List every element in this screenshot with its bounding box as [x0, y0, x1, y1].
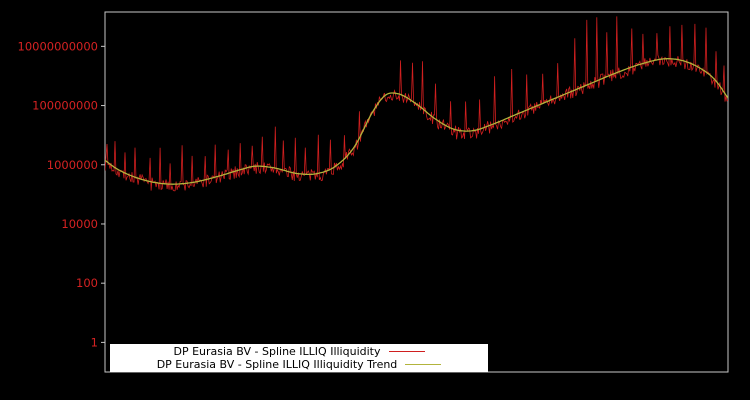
y-axis-tick-label: 100000000: [32, 99, 98, 113]
y-axis-tick-label: 1: [91, 335, 98, 349]
plot-border: [104, 11, 729, 373]
illiquidity-series-line: [105, 16, 728, 192]
legend-label-trend: DP Eurasia BV - Spline ILLIQ Illiquidity…: [156, 358, 398, 371]
legend-line-illiquidity: [388, 351, 425, 352]
y-axis-tick-label: 10000: [61, 217, 98, 231]
legend-label-illiquidity: DP Eurasia BV - Spline ILLIQ Illiquidity: [173, 345, 381, 358]
y-axis-tick-label: 1000000: [47, 158, 98, 172]
y-axis-tick-label: 100: [76, 276, 98, 290]
legend-row-illiquidity: DP Eurasia BV - Spline ILLIQ Illiquidity: [112, 345, 486, 358]
chart-legend: DP Eurasia BV - Spline ILLIQ Illiquidity…: [110, 344, 488, 372]
legend-line-trend: [405, 364, 442, 365]
y-axis-tick-label: 10000000000: [18, 39, 98, 53]
trend-series-line: [105, 58, 728, 185]
legend-row-trend: DP Eurasia BV - Spline ILLIQ Illiquidity…: [112, 358, 486, 371]
